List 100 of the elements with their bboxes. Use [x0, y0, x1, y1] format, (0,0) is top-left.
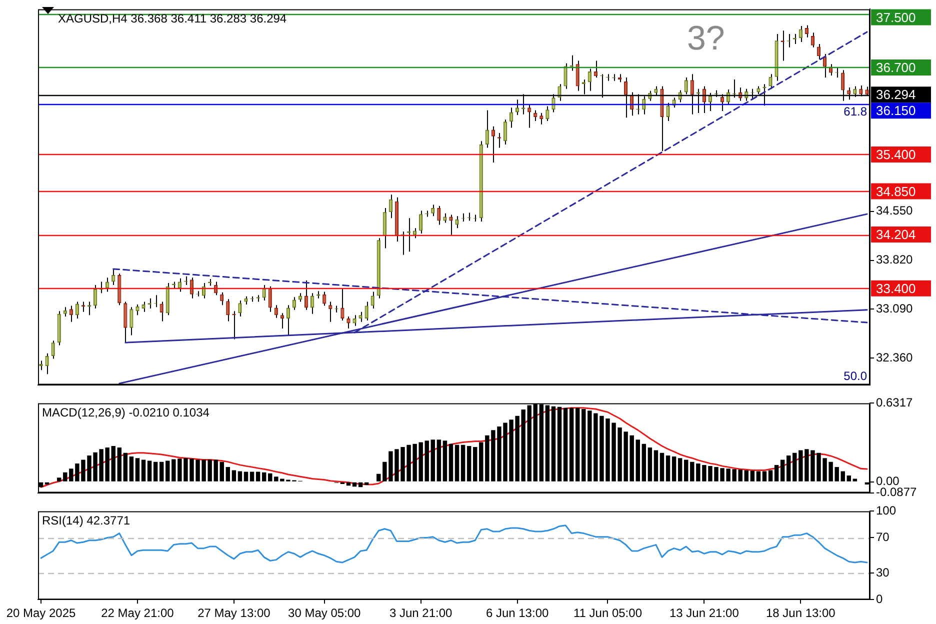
bar	[774, 464, 779, 482]
bar	[666, 455, 670, 482]
bar	[557, 406, 562, 482]
candlestick	[346, 316, 350, 330]
candlestick	[540, 112, 544, 125]
bar	[563, 408, 568, 482]
bar	[250, 472, 254, 482]
y-tick-label: 70	[876, 530, 890, 544]
candlestick	[310, 292, 314, 314]
bar	[744, 470, 749, 482]
ref-line-label: 36.700	[876, 60, 916, 76]
candlestick	[69, 305, 73, 322]
bar	[780, 460, 785, 482]
candlestick	[130, 306, 134, 336]
candlestick	[124, 301, 128, 344]
bar	[551, 406, 556, 482]
candlestick	[304, 280, 308, 310]
y-tick-label: 0.6317	[876, 396, 914, 410]
y-tick-label: 34.550	[876, 204, 914, 218]
bar	[220, 462, 224, 482]
chart-title: XAGUSD,H4 36.368 36.411 36.283 36.294	[58, 12, 287, 26]
candlestick	[503, 119, 508, 145]
candlestick	[178, 278, 182, 292]
x-tick-label: 3 Jun 21:00	[389, 606, 453, 620]
bar	[660, 452, 664, 482]
candlestick	[528, 104, 532, 128]
candlestick	[413, 228, 417, 239]
ref-line-label: 36.294	[876, 87, 916, 102]
ref-line-label: 34.850	[876, 184, 916, 199]
bar	[117, 448, 122, 482]
y-tick-label: 30	[876, 565, 890, 580]
candlestick	[534, 110, 538, 122]
candlestick	[455, 216, 459, 229]
ref-line-label: 33.400	[876, 280, 916, 296]
bar	[238, 471, 242, 482]
candlestick	[822, 54, 827, 78]
ref-line-label: 36.150	[876, 103, 916, 118]
bar	[358, 482, 363, 488]
bar	[792, 452, 797, 482]
candlestick	[515, 99, 520, 116]
annotation: 3?	[686, 20, 725, 58]
candlestick	[322, 291, 326, 306]
candlestick	[226, 298, 230, 322]
bar	[678, 458, 682, 482]
bar	[153, 462, 158, 482]
candlestick	[63, 306, 67, 318]
candlestick	[364, 301, 368, 322]
chart-title: MACD(12,26,9) -0.0210 0.1034	[42, 406, 210, 420]
candlestick	[419, 210, 423, 234]
y-tick-label: 100	[876, 504, 896, 518]
bar	[63, 472, 68, 482]
bar	[123, 452, 128, 482]
bar	[786, 455, 791, 482]
x-tick-label: 6 Jun 13:00	[486, 606, 549, 620]
bar	[582, 409, 586, 482]
bar	[756, 471, 761, 482]
candlestick	[810, 32, 815, 48]
bar	[479, 442, 484, 482]
bar	[448, 444, 454, 482]
bar	[424, 440, 429, 482]
bar	[442, 440, 448, 482]
bar	[159, 462, 164, 482]
x-tick-label: 30 May 05:00	[288, 606, 362, 620]
bar	[472, 447, 478, 482]
ref-line-label: 37.500	[876, 10, 916, 25]
bar	[750, 470, 755, 482]
candlestick	[262, 284, 266, 301]
bar	[256, 472, 260, 482]
candlestick	[238, 300, 242, 318]
x-tick-label: 11 Jun 05:00	[573, 606, 642, 620]
candlestick	[588, 68, 592, 92]
candlestick	[485, 110, 489, 148]
bar	[147, 460, 152, 482]
candlestick	[286, 304, 290, 336]
bar	[141, 460, 146, 482]
bar	[852, 478, 858, 482]
candlestick	[564, 62, 568, 90]
candlestick	[358, 311, 362, 322]
bar	[454, 444, 460, 482]
bar	[762, 471, 767, 482]
annotation: 50.0	[844, 369, 868, 384]
bar	[684, 460, 688, 482]
candlestick	[666, 102, 670, 122]
candlestick	[93, 284, 98, 309]
bar	[672, 456, 676, 482]
candlestick	[768, 74, 772, 90]
candlestick	[112, 268, 116, 286]
bar	[642, 444, 646, 482]
candlestick	[160, 301, 164, 322]
candlestick	[45, 352, 49, 375]
candlestick	[51, 340, 55, 360]
bar	[244, 472, 248, 482]
bar	[636, 440, 640, 482]
candlestick	[443, 212, 447, 224]
y-tick-label: 0	[876, 592, 883, 606]
bar	[768, 470, 773, 482]
bar	[111, 446, 116, 482]
bar	[436, 440, 442, 482]
bar	[129, 456, 134, 482]
y-tick-label: 33.090	[876, 301, 914, 316]
